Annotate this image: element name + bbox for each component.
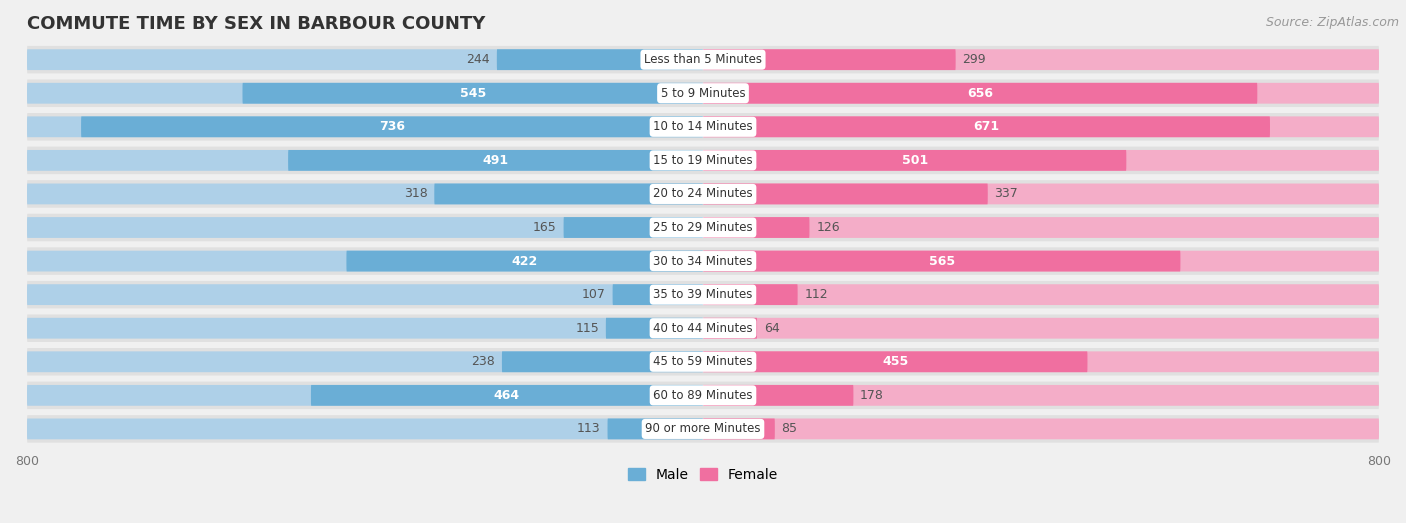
Text: 115: 115	[575, 322, 599, 335]
FancyBboxPatch shape	[703, 418, 775, 439]
Text: 464: 464	[494, 389, 520, 402]
FancyBboxPatch shape	[27, 150, 703, 171]
Text: 656: 656	[967, 87, 993, 100]
FancyBboxPatch shape	[703, 385, 1379, 406]
FancyBboxPatch shape	[311, 385, 703, 406]
FancyBboxPatch shape	[27, 113, 1379, 141]
FancyBboxPatch shape	[27, 281, 1379, 309]
FancyBboxPatch shape	[703, 117, 1270, 137]
FancyBboxPatch shape	[606, 318, 703, 338]
FancyBboxPatch shape	[703, 351, 1087, 372]
FancyBboxPatch shape	[703, 83, 1257, 104]
Text: 35 to 39 Minutes: 35 to 39 Minutes	[654, 288, 752, 301]
FancyBboxPatch shape	[27, 184, 703, 204]
Text: 501: 501	[901, 154, 928, 167]
FancyBboxPatch shape	[564, 217, 703, 238]
FancyBboxPatch shape	[27, 382, 1379, 409]
Text: 126: 126	[817, 221, 839, 234]
Text: 60 to 89 Minutes: 60 to 89 Minutes	[654, 389, 752, 402]
FancyBboxPatch shape	[703, 150, 1126, 171]
FancyBboxPatch shape	[703, 217, 1379, 238]
Text: Source: ZipAtlas.com: Source: ZipAtlas.com	[1265, 16, 1399, 29]
Text: 238: 238	[471, 355, 495, 368]
Text: 244: 244	[467, 53, 491, 66]
Text: 165: 165	[533, 221, 557, 234]
FancyBboxPatch shape	[346, 251, 703, 271]
Text: 337: 337	[994, 187, 1018, 200]
FancyBboxPatch shape	[27, 180, 1379, 208]
FancyBboxPatch shape	[703, 49, 1379, 70]
Text: 736: 736	[380, 120, 405, 133]
FancyBboxPatch shape	[27, 351, 703, 372]
Text: 545: 545	[460, 87, 486, 100]
FancyBboxPatch shape	[82, 117, 703, 137]
FancyBboxPatch shape	[434, 184, 703, 204]
FancyBboxPatch shape	[703, 251, 1181, 271]
Text: 5 to 9 Minutes: 5 to 9 Minutes	[661, 87, 745, 100]
FancyBboxPatch shape	[27, 314, 1379, 342]
Text: 45 to 59 Minutes: 45 to 59 Minutes	[654, 355, 752, 368]
FancyBboxPatch shape	[27, 284, 703, 305]
Text: 299: 299	[963, 53, 986, 66]
FancyBboxPatch shape	[27, 418, 703, 439]
Text: 40 to 44 Minutes: 40 to 44 Minutes	[654, 322, 752, 335]
Text: 491: 491	[482, 154, 509, 167]
FancyBboxPatch shape	[703, 217, 810, 238]
Text: 422: 422	[512, 255, 538, 268]
Text: 455: 455	[882, 355, 908, 368]
Text: 113: 113	[576, 423, 600, 436]
Text: 25 to 29 Minutes: 25 to 29 Minutes	[654, 221, 752, 234]
FancyBboxPatch shape	[27, 247, 1379, 275]
FancyBboxPatch shape	[703, 385, 853, 406]
FancyBboxPatch shape	[703, 49, 956, 70]
Text: 85: 85	[782, 423, 797, 436]
FancyBboxPatch shape	[27, 214, 1379, 241]
Text: 112: 112	[804, 288, 828, 301]
FancyBboxPatch shape	[703, 284, 1379, 305]
Text: COMMUTE TIME BY SEX IN BARBOUR COUNTY: COMMUTE TIME BY SEX IN BARBOUR COUNTY	[27, 15, 485, 33]
FancyBboxPatch shape	[242, 83, 703, 104]
FancyBboxPatch shape	[703, 284, 797, 305]
Text: 10 to 14 Minutes: 10 to 14 Minutes	[654, 120, 752, 133]
FancyBboxPatch shape	[703, 150, 1379, 171]
FancyBboxPatch shape	[27, 217, 703, 238]
Legend: Male, Female: Male, Female	[623, 462, 783, 487]
Text: 90 or more Minutes: 90 or more Minutes	[645, 423, 761, 436]
FancyBboxPatch shape	[703, 418, 1379, 439]
FancyBboxPatch shape	[703, 184, 988, 204]
Text: 178: 178	[860, 389, 884, 402]
FancyBboxPatch shape	[27, 146, 1379, 174]
FancyBboxPatch shape	[703, 318, 756, 338]
FancyBboxPatch shape	[703, 117, 1379, 137]
FancyBboxPatch shape	[27, 251, 703, 271]
FancyBboxPatch shape	[703, 184, 1379, 204]
Text: 107: 107	[582, 288, 606, 301]
FancyBboxPatch shape	[703, 251, 1379, 271]
FancyBboxPatch shape	[607, 418, 703, 439]
FancyBboxPatch shape	[703, 318, 1379, 338]
FancyBboxPatch shape	[27, 318, 703, 338]
FancyBboxPatch shape	[27, 79, 1379, 107]
FancyBboxPatch shape	[27, 83, 703, 104]
FancyBboxPatch shape	[703, 83, 1379, 104]
FancyBboxPatch shape	[288, 150, 703, 171]
FancyBboxPatch shape	[27, 46, 1379, 73]
Text: 565: 565	[928, 255, 955, 268]
FancyBboxPatch shape	[502, 351, 703, 372]
FancyBboxPatch shape	[613, 284, 703, 305]
FancyBboxPatch shape	[27, 415, 1379, 442]
Text: Less than 5 Minutes: Less than 5 Minutes	[644, 53, 762, 66]
FancyBboxPatch shape	[27, 49, 703, 70]
FancyBboxPatch shape	[27, 117, 703, 137]
Text: 15 to 19 Minutes: 15 to 19 Minutes	[654, 154, 752, 167]
Text: 64: 64	[763, 322, 779, 335]
Text: 318: 318	[404, 187, 427, 200]
Text: 671: 671	[973, 120, 1000, 133]
FancyBboxPatch shape	[703, 351, 1379, 372]
Text: 30 to 34 Minutes: 30 to 34 Minutes	[654, 255, 752, 268]
FancyBboxPatch shape	[27, 385, 703, 406]
Text: 20 to 24 Minutes: 20 to 24 Minutes	[654, 187, 752, 200]
FancyBboxPatch shape	[27, 348, 1379, 376]
FancyBboxPatch shape	[496, 49, 703, 70]
